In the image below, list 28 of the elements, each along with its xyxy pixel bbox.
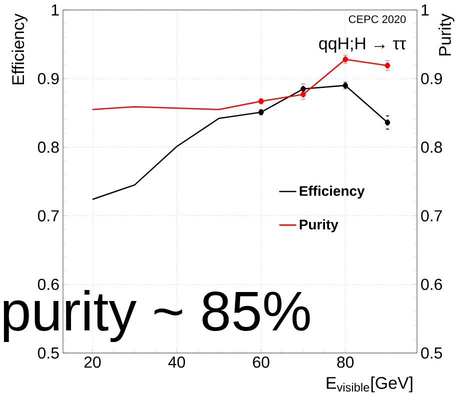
x-tick-label: 80 bbox=[337, 356, 354, 368]
annotation: CEPC 2020 bbox=[348, 15, 406, 24]
y-tick-label: 0.7 bbox=[38, 210, 59, 222]
x-tick-label: 20 bbox=[84, 356, 101, 368]
point bbox=[384, 120, 390, 126]
point bbox=[342, 56, 348, 62]
annotation: qqH;H → ττ bbox=[319, 38, 406, 53]
y2-axis-title: Purity bbox=[438, 14, 454, 56]
point bbox=[300, 92, 306, 98]
point bbox=[384, 62, 390, 68]
y2-tick-label: 0.9 bbox=[421, 72, 442, 84]
x-axis-title: E$_{visible}$[GeV] bbox=[326, 376, 412, 392]
legend-label: Efficiency bbox=[300, 186, 365, 199]
y-tick-label: 0.8 bbox=[38, 142, 59, 153]
y-axis-title: Efficiency bbox=[12, 14, 28, 84]
y2-tick-label: 0.7 bbox=[421, 210, 442, 222]
y-tick-label: 1 bbox=[52, 4, 59, 16]
annotation: purity ~ 85% bbox=[4, 290, 310, 342]
x-tick-label: 40 bbox=[168, 356, 186, 368]
y2-tick-label: 0.5 bbox=[421, 347, 442, 359]
y2-tick-label: 0.8 bbox=[421, 142, 442, 153]
y2-tick-label: 1 bbox=[422, 4, 429, 16]
y-tick-label: 0.6 bbox=[38, 278, 59, 290]
y-tick-label: 0.9 bbox=[38, 72, 59, 84]
legend-label: Purity bbox=[300, 219, 338, 232]
y-tick-label: 0.5 bbox=[38, 347, 59, 359]
y2-tick-label: 0.6 bbox=[421, 278, 442, 290]
x-tick-label: 60 bbox=[253, 356, 270, 368]
